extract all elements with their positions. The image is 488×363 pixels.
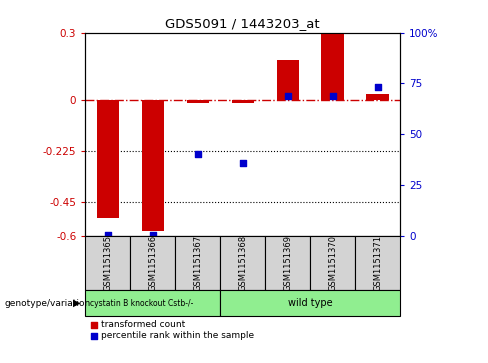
Text: genotype/variation: genotype/variation <box>5 299 91 307</box>
Bar <box>175 236 220 290</box>
Text: ▶: ▶ <box>73 298 81 308</box>
Text: GSM1151366: GSM1151366 <box>148 235 157 291</box>
Text: GSM1151371: GSM1151371 <box>373 235 382 291</box>
Bar <box>220 290 400 316</box>
Bar <box>231 101 254 103</box>
Bar <box>355 236 400 290</box>
Bar <box>265 236 310 290</box>
Legend: transformed count, percentile rank within the sample: transformed count, percentile rank withi… <box>90 320 254 340</box>
Bar <box>186 101 209 103</box>
Bar <box>322 33 344 101</box>
Bar <box>142 101 164 232</box>
Text: GSM1151367: GSM1151367 <box>193 235 203 291</box>
Point <box>374 84 382 90</box>
Bar <box>277 60 299 101</box>
Point <box>194 151 202 156</box>
Point <box>329 93 337 99</box>
Bar <box>130 236 175 290</box>
Point <box>149 232 157 238</box>
Bar <box>85 236 130 290</box>
Text: GSM1151365: GSM1151365 <box>103 235 112 291</box>
Text: cystatin B knockout Cstb-/-: cystatin B knockout Cstb-/- <box>90 299 193 307</box>
Text: GSM1151370: GSM1151370 <box>328 235 337 291</box>
Point <box>239 160 247 166</box>
Point <box>284 93 292 99</box>
Bar <box>366 94 389 101</box>
Title: GDS5091 / 1443203_at: GDS5091 / 1443203_at <box>165 17 320 30</box>
Text: GSM1151369: GSM1151369 <box>283 235 292 291</box>
Bar <box>85 290 220 316</box>
Bar <box>220 236 265 290</box>
Text: wild type: wild type <box>288 298 332 308</box>
Point <box>104 232 112 238</box>
Bar <box>310 236 355 290</box>
Text: GSM1151368: GSM1151368 <box>238 235 247 291</box>
Bar <box>97 101 119 218</box>
